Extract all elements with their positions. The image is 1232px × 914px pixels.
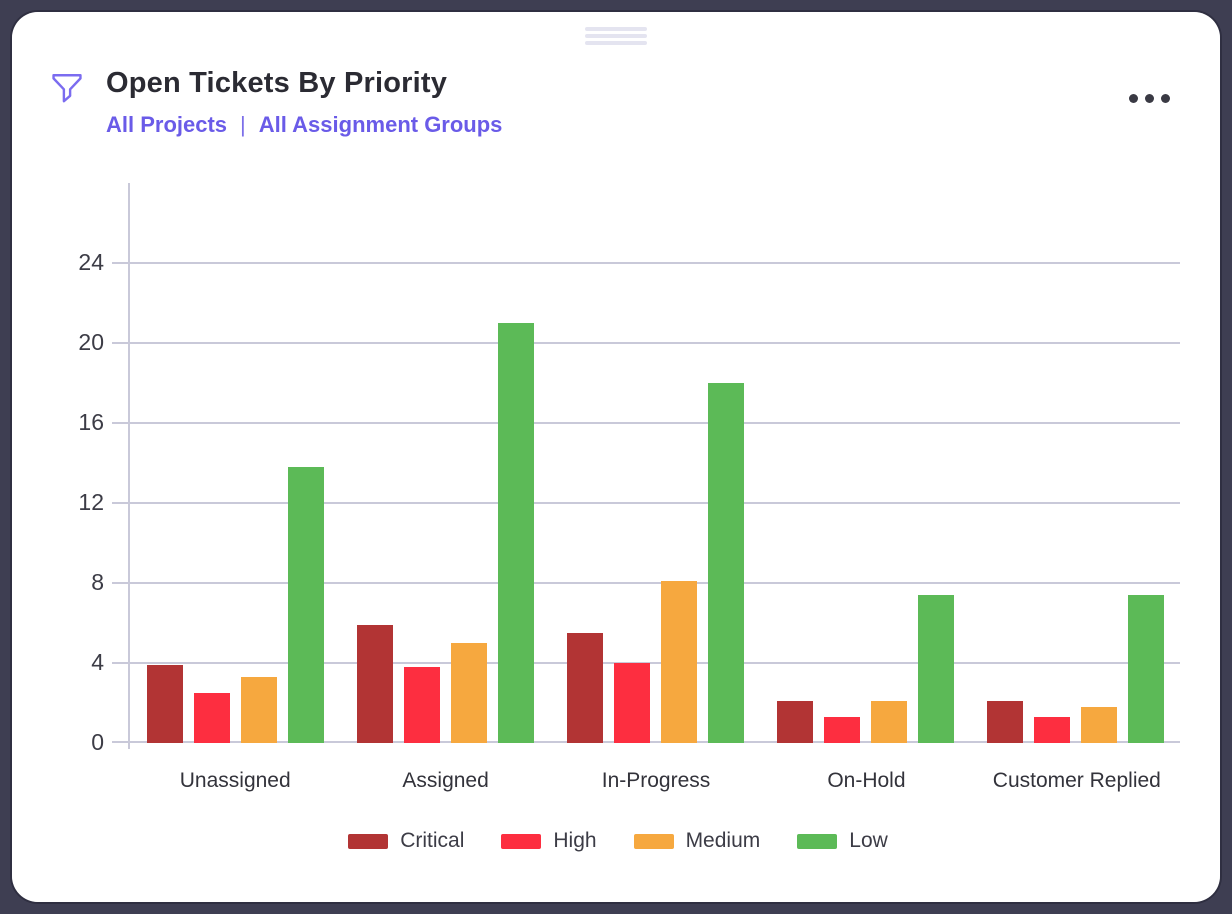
bar-medium-in-progress[interactable] (660, 581, 697, 743)
gridline-12 (112, 502, 1180, 504)
legend-swatch-high (501, 833, 542, 849)
bar-critical-assigned[interactable] (356, 625, 393, 743)
bar-group-customer-replied (970, 183, 1180, 743)
more-options-button[interactable] (1123, 88, 1176, 109)
ellipsis-dot (1129, 94, 1138, 103)
bar-low-on-hold[interactable] (917, 595, 954, 743)
legend-swatch-critical (348, 833, 389, 849)
x-axis-label-on-hold: On-Hold (827, 769, 906, 792)
bar-group-unassigned (130, 183, 340, 743)
bar-critical-on-hold[interactable] (776, 701, 813, 743)
y-tick-label: 20 (78, 329, 104, 355)
legend-label: High (553, 829, 597, 852)
y-tick-label: 8 (91, 569, 104, 595)
y-tick-label: 24 (78, 249, 104, 275)
filter-separator: | (240, 111, 246, 137)
header-text: Open Tickets By Priority All Projects | … (106, 67, 502, 138)
legend-swatch-medium (633, 833, 674, 849)
gridline-8 (112, 582, 1180, 584)
ellipsis-dot (1161, 94, 1170, 103)
bar-chart: 0 4 8 12 16 20 24 Unassigned Assigned In-Progres… (12, 183, 1220, 853)
x-axis-label-in-progress: In-Progress (601, 769, 711, 792)
filter-assignment-groups-link[interactable]: All Assignment Groups (258, 111, 503, 137)
bar-low-unassigned[interactable] (287, 467, 324, 743)
bar-high-on-hold[interactable] (823, 717, 860, 743)
bar-high-in-progress[interactable] (613, 663, 650, 743)
x-axis-label-assigned: Assigned (402, 769, 489, 792)
bar-low-in-progress[interactable] (707, 383, 744, 743)
bar-groups (130, 183, 1180, 743)
bar-group-in-progress (550, 183, 760, 743)
gridline-24 (112, 262, 1180, 264)
bar-group-assigned (340, 183, 550, 743)
filter-projects-link[interactable]: All Projects (106, 111, 228, 137)
bar-critical-unassigned[interactable] (146, 665, 183, 743)
legend-swatch-low (797, 833, 838, 849)
y-axis-line (128, 183, 130, 749)
bar-high-unassigned[interactable] (193, 693, 230, 743)
drag-handle-line (585, 41, 647, 45)
bar-medium-assigned[interactable] (450, 643, 487, 743)
drag-handle-line (585, 27, 647, 31)
gridline-16 (112, 422, 1180, 424)
bar-low-customer-replied[interactable] (1127, 595, 1164, 743)
bar-high-assigned[interactable] (403, 667, 440, 743)
widget-title: Open Tickets By Priority (106, 67, 448, 99)
plot-area: 0 4 8 12 16 20 24 (78, 183, 1180, 755)
bar-medium-customer-replied[interactable] (1080, 707, 1117, 743)
widget-header: Open Tickets By Priority All Projects | … (12, 12, 1220, 138)
y-tick-label: 16 (78, 409, 104, 435)
x-axis-labels: Unassigned Assigned In-Progress On-Hold Cust… (130, 769, 1182, 793)
widget-card: Open Tickets By Priority All Projects | … (12, 12, 1220, 902)
legend-item-low[interactable]: Low (797, 829, 888, 853)
ellipsis-dot (1145, 94, 1154, 103)
x-axis-label-customer-replied: Customer Replied (992, 769, 1161, 792)
chart-legend: Critical High Medium Low (92, 829, 1144, 853)
drag-handle-line (585, 34, 647, 38)
y-tick-label: 12 (78, 489, 104, 515)
bar-medium-on-hold[interactable] (870, 701, 907, 743)
drag-handle[interactable] (581, 25, 651, 47)
bar-critical-customer-replied[interactable] (986, 701, 1023, 743)
y-tick-label: 0 (91, 729, 104, 755)
legend-label: Low (849, 829, 888, 852)
legend-label: Critical (400, 829, 465, 852)
filter-breadcrumb: All Projects | All Assignment Groups (106, 112, 502, 138)
filter-funnel-icon[interactable] (50, 70, 84, 111)
legend-item-high[interactable]: High (501, 829, 597, 853)
bar-critical-in-progress[interactable] (566, 633, 603, 743)
legend-label: Medium (685, 829, 761, 852)
bar-low-assigned[interactable] (497, 323, 534, 743)
legend-item-medium[interactable]: Medium (633, 829, 761, 853)
bar-high-customer-replied[interactable] (1033, 717, 1070, 743)
gridline-20 (112, 342, 1180, 344)
legend-item-critical[interactable]: Critical (348, 829, 464, 853)
bar-medium-unassigned[interactable] (240, 677, 277, 743)
x-axis-label-unassigned: Unassigned (179, 769, 291, 792)
y-tick-label: 4 (91, 649, 104, 675)
bar-group-on-hold (760, 183, 970, 743)
